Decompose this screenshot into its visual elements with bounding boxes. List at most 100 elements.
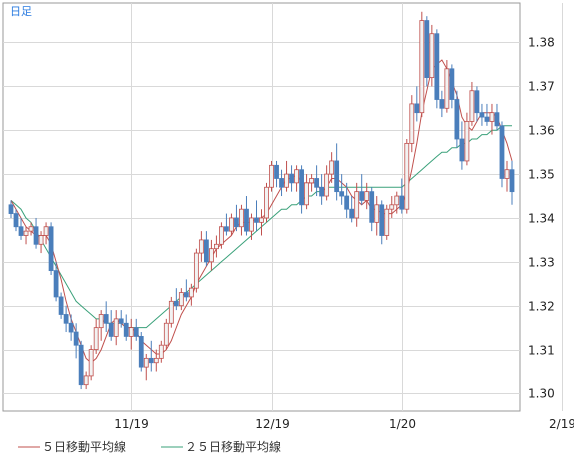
candle — [254, 200, 259, 232]
candle-body — [83, 375, 89, 386]
candle-body — [203, 239, 209, 263]
y-tick-label: 1.30 — [528, 387, 555, 401]
candle — [304, 174, 309, 210]
candle-body — [208, 248, 214, 263]
candle-body — [414, 103, 420, 114]
candle-body — [474, 90, 480, 114]
candle-body — [464, 121, 470, 162]
candle — [454, 90, 460, 148]
legend: ５日移動平均線 ２５日移動平均線 — [18, 439, 281, 454]
candle-body — [158, 344, 164, 359]
candle — [224, 213, 229, 236]
candle-body — [244, 208, 249, 232]
candle-body — [394, 195, 400, 206]
candle-body — [444, 68, 450, 109]
x-tick-label: 1/20 — [389, 417, 416, 431]
candle-body — [173, 300, 179, 307]
candle — [28, 222, 34, 236]
candle-body — [339, 191, 345, 197]
candle — [484, 103, 490, 126]
candle — [364, 182, 370, 210]
candle — [198, 231, 204, 262]
candle — [148, 340, 154, 372]
candle — [449, 64, 455, 109]
candle — [203, 231, 209, 267]
candle — [48, 222, 54, 275]
candle — [178, 288, 184, 311]
candle-body — [93, 327, 99, 350]
candle-body — [379, 204, 385, 236]
candle — [188, 283, 194, 306]
candle — [193, 248, 199, 293]
candle — [329, 152, 335, 183]
candle-body — [103, 314, 109, 324]
candle-body — [38, 235, 44, 245]
candle-body — [419, 20, 425, 114]
y-tick-label: 1.32 — [528, 300, 555, 314]
candle — [274, 160, 279, 188]
candle — [249, 213, 254, 240]
candle-body — [264, 186, 269, 219]
y-tick-label: 1.38 — [528, 36, 555, 50]
candle — [459, 121, 465, 170]
candle-body — [479, 112, 485, 118]
candle — [434, 29, 440, 109]
candle-body — [8, 204, 14, 214]
candle-body — [183, 292, 189, 298]
candle-body — [484, 116, 490, 122]
candle-body — [43, 226, 49, 236]
candle-body — [198, 239, 204, 254]
x-axis-ticks: 11/19 12/19 1/20 2/19 — [114, 417, 574, 431]
candle-body — [193, 252, 199, 289]
candle-body — [344, 195, 350, 210]
candle — [429, 24, 435, 87]
candle-body — [163, 322, 169, 346]
candle — [239, 204, 244, 236]
candle-body — [299, 169, 304, 206]
period-label: 日足 — [10, 5, 32, 18]
candle — [63, 305, 69, 333]
candle — [53, 261, 59, 302]
candle — [289, 165, 294, 192]
candle — [208, 239, 214, 271]
candle-body — [128, 327, 134, 337]
candle — [404, 139, 410, 214]
candle-body — [58, 296, 64, 315]
candle — [279, 169, 284, 197]
candle-body — [314, 178, 320, 188]
x-tick-label: 11/19 — [114, 417, 149, 431]
candle — [309, 174, 315, 192]
candle-body — [459, 138, 465, 162]
candle-body — [18, 226, 24, 236]
candle — [424, 16, 430, 87]
candle-body — [13, 213, 19, 228]
candle-body — [98, 314, 104, 329]
candle-body — [349, 208, 355, 219]
candle-body — [399, 195, 405, 210]
candle-body — [294, 169, 299, 184]
candle — [23, 226, 29, 245]
candle — [98, 310, 104, 341]
candle — [414, 86, 420, 122]
candle-body — [359, 191, 365, 201]
candle-body — [168, 300, 174, 324]
candle — [489, 103, 495, 135]
candle-body — [28, 226, 34, 232]
y-tick-label: 1.37 — [528, 80, 555, 94]
candle-body — [489, 112, 495, 122]
candle-body — [494, 112, 500, 127]
candle-body — [123, 322, 129, 337]
candle-body — [334, 160, 340, 193]
candle-body — [389, 204, 395, 210]
candle-body — [188, 287, 194, 298]
candle — [359, 174, 365, 205]
candle — [374, 196, 380, 236]
candle — [108, 310, 114, 341]
candle-body — [269, 164, 274, 188]
candle — [319, 174, 325, 205]
legend-ma5-label: ５日移動平均線 — [42, 439, 126, 454]
candle — [78, 340, 84, 390]
candles — [8, 11, 515, 390]
candle — [73, 323, 79, 359]
candle — [234, 204, 239, 232]
